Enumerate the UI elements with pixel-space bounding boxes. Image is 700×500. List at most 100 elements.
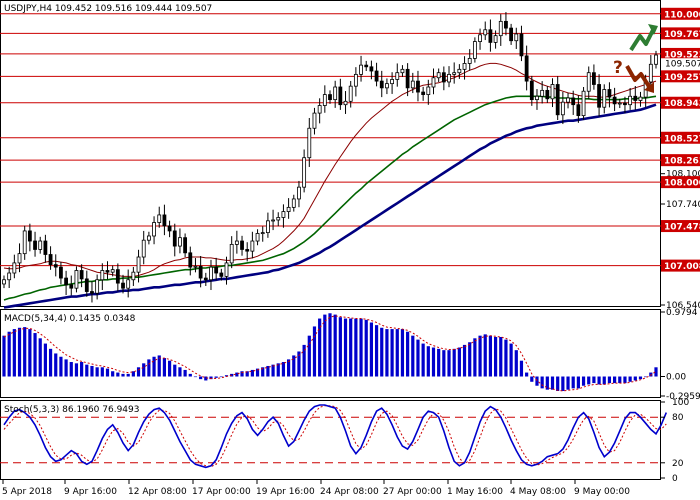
macd-bar <box>452 348 456 377</box>
stoch-axis: 100 80 20 0 <box>661 398 689 484</box>
macd-bar <box>535 376 539 386</box>
stoch-k-line <box>3 404 668 469</box>
candle <box>162 204 167 236</box>
candle <box>178 228 182 254</box>
candle <box>493 30 498 49</box>
macd-bar <box>323 314 327 377</box>
macd-bar <box>136 367 141 377</box>
macd-bar <box>142 363 146 377</box>
candle <box>462 56 467 80</box>
price-level-label: 110.000 <box>664 10 700 20</box>
macd-bar <box>338 317 342 377</box>
candle <box>79 264 84 288</box>
candle <box>250 231 255 259</box>
candle <box>416 70 420 102</box>
candle <box>198 256 203 288</box>
candle <box>385 78 389 95</box>
candle <box>560 91 565 125</box>
candle <box>90 281 94 303</box>
macd-bar <box>240 371 244 377</box>
macd-signal-line <box>3 315 657 392</box>
candle <box>64 270 68 296</box>
macd-bar <box>561 376 565 392</box>
price-tick-label: 106.540 <box>666 301 700 311</box>
macd-bar <box>90 365 94 377</box>
candle <box>566 92 570 109</box>
macd-bar <box>488 335 493 377</box>
candle <box>524 45 529 91</box>
main-title: USDJPY,H4 109.452 109.516 109.444 109.50… <box>4 4 212 14</box>
macd-panel-frame <box>0 309 661 398</box>
time-tick-label: 17 Apr 00:00 <box>192 487 251 497</box>
macd-title: MACD(5,34,4) 0.1435 0.0348 <box>4 314 136 324</box>
price-level-label: 109.767 <box>664 30 700 40</box>
candle <box>421 86 426 101</box>
candle <box>592 64 596 90</box>
macd-panel: 0.9794 0.00 -0.2959 MACD(5,34,4) 0.1435 0.… <box>0 308 700 402</box>
candle <box>136 249 141 283</box>
candle <box>410 72 415 94</box>
macd-bar <box>64 359 68 377</box>
candle <box>431 68 436 95</box>
macd-bar <box>442 350 446 377</box>
price-level-label: 109.523 <box>664 50 700 60</box>
macd-bar <box>312 326 317 377</box>
ma-slow-line <box>3 103 657 309</box>
candle <box>84 270 89 297</box>
candle <box>478 28 482 50</box>
macd-bar <box>597 376 601 385</box>
candle <box>115 263 120 292</box>
candle <box>597 74 601 117</box>
price-level-tag <box>661 27 700 40</box>
stochastic-lines <box>0 404 668 469</box>
macd-bar <box>426 346 430 377</box>
candle <box>157 206 162 228</box>
macd-bar <box>649 372 653 377</box>
macd-bar <box>468 342 472 377</box>
macd-bar <box>618 376 622 384</box>
candle <box>255 229 260 246</box>
macd-bar <box>457 347 461 377</box>
time-tick-label: 19 Apr 16:00 <box>256 487 315 497</box>
macd-bar <box>364 319 368 377</box>
candle <box>43 234 48 263</box>
macd-bar <box>359 318 363 377</box>
stoch-d-line <box>3 405 667 468</box>
macd-bar <box>193 376 198 378</box>
macd-bar <box>654 367 658 377</box>
price-level-label: 108.261 <box>664 157 700 167</box>
time-tick-label: 9 Apr 16:00 <box>64 487 117 497</box>
macd-bar <box>483 334 487 377</box>
stoch-tick-label: 100 <box>672 398 689 408</box>
stoch-tick-label: 80 <box>672 413 684 423</box>
candle <box>540 81 545 104</box>
price-level-tag <box>661 220 700 233</box>
macd-bar <box>33 333 37 377</box>
candle <box>291 194 296 212</box>
candle <box>343 91 348 114</box>
current-price-label: 109.507 <box>665 59 700 69</box>
candle <box>405 63 410 97</box>
macd-bar <box>380 327 384 377</box>
candle <box>224 256 229 285</box>
macd-bar <box>374 325 379 377</box>
macd-bar <box>504 339 508 377</box>
candle <box>359 55 363 82</box>
candle <box>53 254 58 277</box>
candle <box>240 235 244 256</box>
macd-bar <box>473 338 477 377</box>
macd-tick-label: -0.2959 <box>666 392 700 402</box>
candle <box>369 60 374 80</box>
stoch-tick-label: 20 <box>672 459 684 469</box>
candle <box>152 216 156 245</box>
macd-bar <box>431 347 436 377</box>
macd-bar <box>167 360 172 377</box>
stoch-tick-label: 0 <box>672 474 678 484</box>
candle <box>514 27 519 49</box>
macd-bar <box>59 356 63 377</box>
candle <box>581 87 586 120</box>
macd-bar <box>245 371 249 377</box>
candle <box>441 66 446 91</box>
question-mark-icon: ? <box>613 58 623 78</box>
macd-bar <box>214 376 218 378</box>
